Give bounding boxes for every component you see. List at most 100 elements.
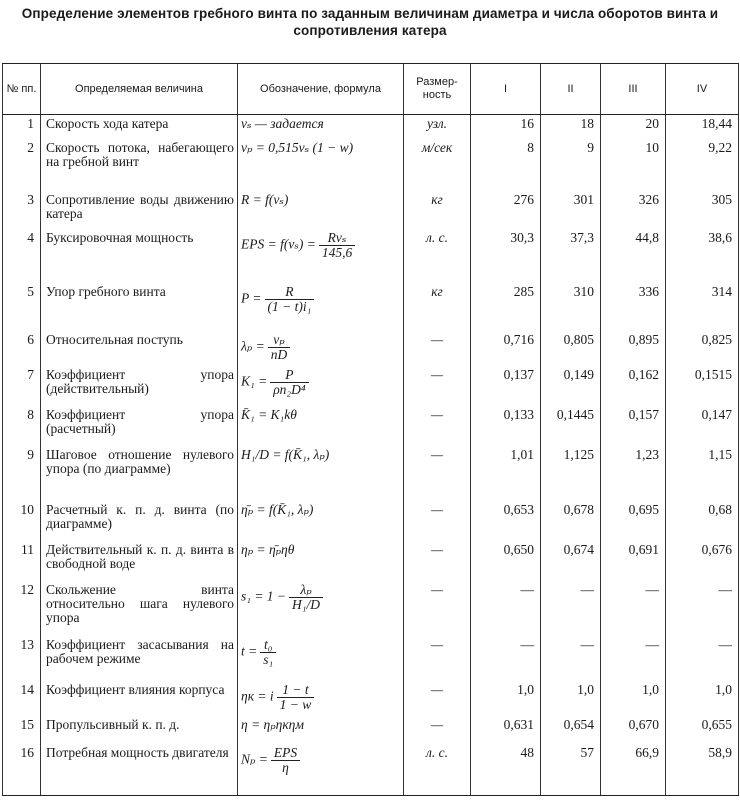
denominator: s₁ [263,651,274,667]
unit: — [403,635,471,681]
denominator: 1 − w [279,696,312,712]
denominator: η [282,759,289,775]
unit: — [403,500,471,541]
table-row: 13 Коэффициент засасывания на рабочем ре… [2,635,739,681]
quantity-name: Сопротивление воды движению катера [40,190,238,229]
value-cell: 1,23 [600,445,666,501]
formula: Nₚ = EPS η [237,743,404,796]
value-cell: 1,01 [470,445,541,501]
formula: λₚ = vₚ nD [237,330,404,366]
value-cell: 0,895 [600,330,666,366]
value-cell: 1,0 [540,680,601,716]
value-cell: 305 [665,190,739,229]
value-cell: 57 [540,743,601,796]
value-cell: 0,670 [600,715,666,744]
unit: — [403,330,471,366]
value-cell: 44,8 [600,228,666,283]
table-row: 6 Относительная поступь λₚ = vₚ nD —0,716 0,… [2,330,739,366]
value-cell: 314 [665,282,739,331]
formula-lhs: ηк = i [241,688,274,704]
formula: η̄ₚ = f(K̄₁, λₚ) [237,500,404,541]
value-cell: 0,68 [665,500,739,541]
formula-lhs: vₛ — задается [241,116,324,131]
value-cell: 276 [470,190,541,229]
table-row: 1 Скорость хода катера vₛ — задается узл.… [2,114,739,139]
value-cell: — [470,635,541,681]
table-row: 5 Упор гребного винта P = R (1 − t)i₁ кг 285… [2,282,739,331]
unit: — [403,365,471,406]
quantity-name: Буксировочная мощность [40,228,238,283]
denominator: 145,6 [321,244,353,260]
table-row: 15 Пропульсивный к. п. д. η = ηₚηкηм —0,6… [2,715,739,744]
table-row: 4 Буксировочная мощность EPS = f(vₛ) = Rv… [2,228,739,283]
table-row: 16 Потребная мощность двигателя Nₚ = EPS η… [2,743,739,796]
value-cell: 326 [600,190,666,229]
row-number: 4 [2,228,41,283]
value-cell: 0,674 [540,540,601,581]
quantity-name: Действительный к. п. д. винта в свободно… [40,540,238,581]
formula-lhs: K̄₁ = K₁kθ [241,406,297,422]
formula-lhs: t = [241,643,258,659]
value-cell: 16 [470,114,541,139]
value-cell: 0,133 [470,405,541,446]
formula-lhs: Nₚ = [241,751,268,767]
numerator: vₚ [267,332,291,348]
formula: vₚ = 0,515vₛ (1 − w) [237,138,404,191]
row-number: 6 [2,330,41,366]
value-cell: 0,1445 [540,405,601,446]
quantity-name: Потребная мощность двигателя [40,743,238,796]
formula-lhs: ηₚ = η̄ₚηθ [241,541,295,557]
formula: vₛ — задается [237,114,404,139]
value-cell: 0,1515 [665,365,739,406]
row-number: 2 [2,138,41,191]
quantity-name: Шаговое отношение нулевого упора (по диа… [40,445,238,501]
formula: H₁/D = f(K̄₁, λₚ) [237,445,404,501]
unit: — [403,715,471,744]
column-header: № пп. [2,63,41,115]
denominator: (1 − t)i₁ [267,298,312,314]
formula-fraction: t₀ s₁ [260,637,277,667]
denominator: ρn₂D⁴ [273,381,306,397]
row-number: 7 [2,365,41,406]
denominator: nD [270,346,288,362]
row-number: 11 [2,540,41,581]
formula-fraction: vₚ nD [267,332,291,362]
quantity-name: Коэффициент упора (расчетный) [40,405,238,446]
value-cell: 37,3 [540,228,601,283]
value-cell: 1,0 [665,680,739,716]
quantity-name: Коэффициент засасывания на рабочем режим… [40,635,238,681]
value-cell: 58,9 [665,743,739,796]
value-cell: 0,650 [470,540,541,581]
table-row: 8 Коэффициент упора (расчетный) K̄₁ = K₁… [2,405,739,446]
value-cell: 0,691 [600,540,666,581]
formula: EPS = f(vₛ) = Rvₛ 145,6 [237,228,404,283]
row-number: 5 [2,282,41,331]
unit: — [403,445,471,501]
value-cell: 9 [540,138,601,191]
numerator: P [270,367,309,383]
column-header: Размер-ность [403,63,471,115]
table-row: 2 Скорость потока, набегающего на гребно… [2,138,739,191]
unit: л. с. [403,743,471,796]
value-cell: 310 [540,282,601,331]
table-row: 3 Сопротивление воды движению катера R =… [2,190,739,229]
quantity-name: Упор гребного винта [40,282,238,331]
row-number: 8 [2,405,41,446]
unit: — [403,680,471,716]
table-title: Определение элементов гребного винта по … [21,6,719,38]
formula-lhs: EPS = f(vₛ) = [241,236,316,252]
formula: s₁ = 1 − λₚ H₁/D [237,580,404,636]
numerator: R [264,284,315,300]
formula: t = t₀ s₁ [237,635,404,681]
numerator: EPS [270,745,301,761]
value-cell: 1,0 [470,680,541,716]
quantity-name: Коэффициент влияния корпуса [40,680,238,716]
value-cell: — [665,635,739,681]
value-cell: 8 [470,138,541,191]
formula-lhs: λₚ = [241,338,265,354]
formula-fraction: Rvₛ 145,6 [318,230,356,260]
quantity-name: Относительная поступь [40,330,238,366]
